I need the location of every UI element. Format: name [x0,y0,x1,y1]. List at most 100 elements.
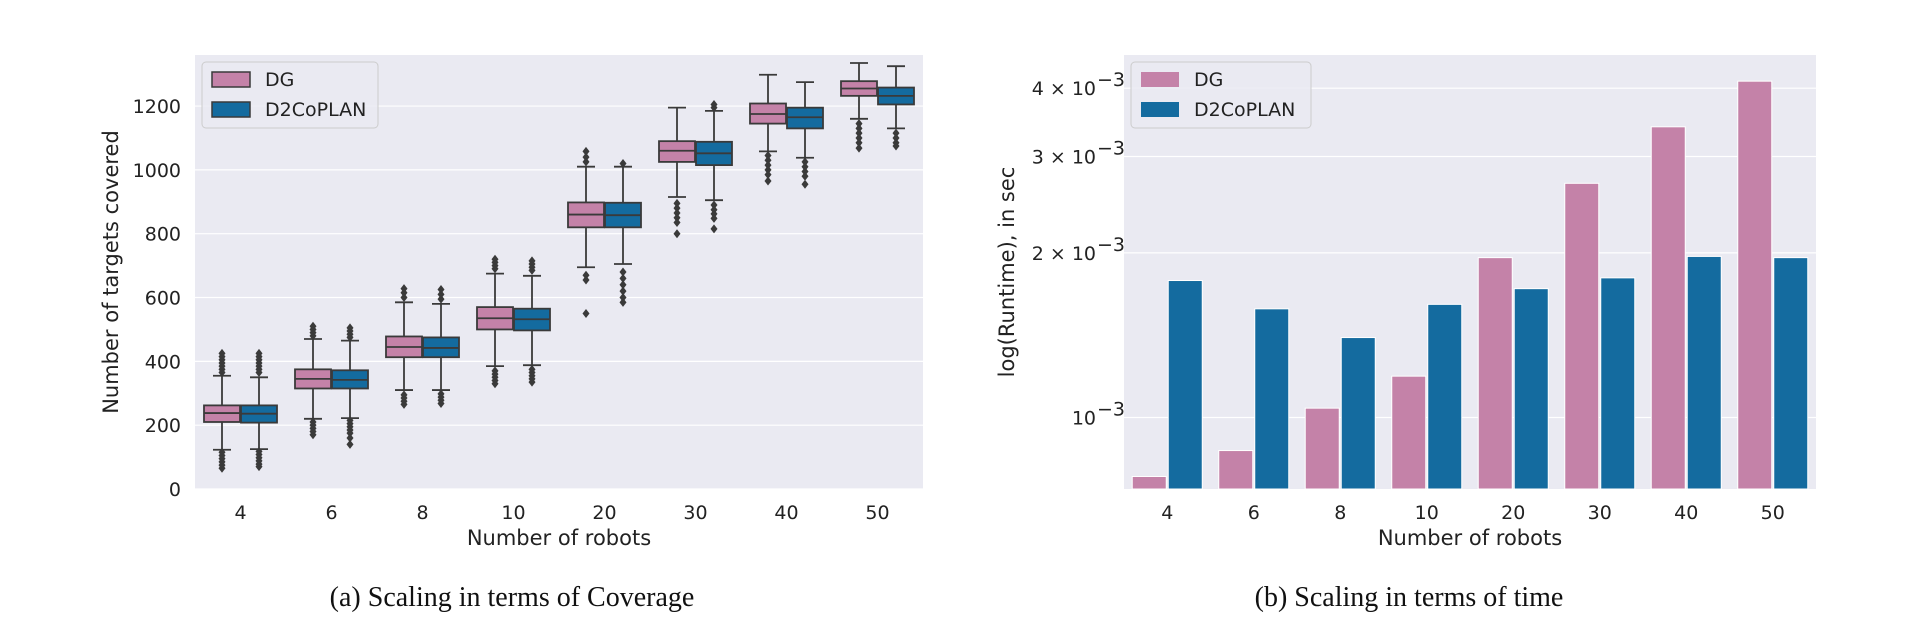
outlier [764,151,772,161]
bar-d2coplan-6 [1254,308,1290,490]
outlier [582,146,590,156]
bar-d2coplan-10 [1427,303,1463,490]
y-tick-label: 2 × 10 [1032,243,1096,265]
outlier [218,348,226,358]
outlier [710,224,718,234]
outlier [892,128,900,138]
x-tick-label: 10 [1415,502,1439,524]
outlier [437,398,445,408]
x-tick-label: 4 [1161,502,1173,524]
bar-dg-4 [1131,475,1167,490]
outlier [801,171,809,181]
outlier [764,170,772,180]
bar-dg-20 [1477,257,1513,490]
outlier [764,160,772,170]
box-d2coplan-50 [877,65,915,151]
outlier [255,462,263,472]
x-tick-label: 50 [865,502,889,524]
x-tick-label: 20 [592,502,616,524]
bar-d2coplan-30 [1600,277,1636,490]
legend-label-d2coplan: D2CoPLAN [265,99,366,121]
outlier [673,213,681,223]
outlier [855,128,863,138]
outlier [855,119,863,129]
outlier [801,162,809,172]
outlier [710,99,718,109]
y-tick-label: 4 × 10 [1032,78,1096,100]
x-tick-label: 50 [1761,502,1785,524]
outlier [582,152,590,162]
outlier [346,428,354,438]
outlier [437,294,445,304]
y-tick-label: 3 × 10 [1032,147,1096,169]
outlier [855,138,863,148]
outlier [491,379,499,389]
runtime-barplot: 10 −32 × 10 −33 × 10 −34 × 10 −3 4 6 8 10 20 30 40… [995,55,1816,613]
outlier [619,286,627,296]
outlier [400,399,408,409]
outlier [619,273,627,283]
y-tick-exponent: −3 [1097,69,1125,91]
runtime-legend: DG D2CoPLAN [1130,61,1312,129]
y-tick-label: 800 [145,224,181,246]
bar-dg-8 [1304,407,1340,490]
coverage-caption: (a) Scaling in terms of Coverage [330,582,695,613]
outlier [892,141,900,151]
coverage-x-axis-label: Number of robots [467,526,651,550]
outlier [710,200,718,210]
y-tick-exponent: −3 [1097,234,1125,256]
runtime-caption: (b) Scaling in terms of time [1255,582,1564,613]
outlier [255,348,263,358]
bar-dg-6 [1218,450,1254,490]
x-tick-label: 8 [416,502,428,524]
box-dg-4 [203,348,241,473]
outlier [855,143,863,153]
outlier [673,208,681,218]
outlier [673,203,681,213]
box-d2coplan-10 [513,256,551,387]
bar-dg-10 [1391,375,1427,490]
y-tick-exponent: −3 [1097,138,1125,160]
box-dg-6 [294,321,332,440]
y-tick-exponent: −3 [1097,398,1125,420]
outlier [619,293,627,303]
box-dg-50 [840,62,878,153]
outlier [346,323,354,333]
outlier [673,218,681,228]
outlier [528,377,536,387]
box-dg-30 [658,106,696,239]
box-d2coplan-4 [240,348,278,472]
outlier [582,270,590,280]
bar-dg-40 [1650,126,1686,490]
box-d2coplan-20 [604,159,642,307]
legend-swatch-d2coplan [211,101,251,118]
outlier [528,256,536,266]
x-tick-label: 30 [1588,502,1612,524]
y-tick-label: 600 [145,288,181,310]
x-tick-label: 6 [1248,502,1260,524]
outlier [619,280,627,290]
outlier [437,285,445,295]
outlier [582,157,590,167]
x-tick-label: 10 [501,502,525,524]
outlier [400,293,408,303]
outlier [619,297,627,307]
bar-d2coplan-20 [1513,288,1549,490]
bar-d2coplan-40 [1686,255,1722,490]
bar-dg-50 [1737,80,1773,490]
legend-label-dg: DG [1194,69,1223,91]
bar-dg-30 [1564,182,1600,490]
coverage-legend: DG D2CoPLAN [201,61,379,129]
y-tick-label: 1200 [133,96,181,118]
bar-d2coplan-50 [1773,257,1809,490]
outlier [892,133,900,143]
y-tick-label: 0 [169,479,181,501]
outlier [673,198,681,208]
runtime-y-axis-label: log(Runtime), in sec [995,167,1019,378]
outlier [437,289,445,299]
y-tick-label: 1000 [133,160,181,182]
y-tick-label: 10 [1072,407,1096,429]
x-tick-label: 40 [1674,502,1698,524]
runtime-x-axis-label: Number of robots [1378,526,1562,550]
